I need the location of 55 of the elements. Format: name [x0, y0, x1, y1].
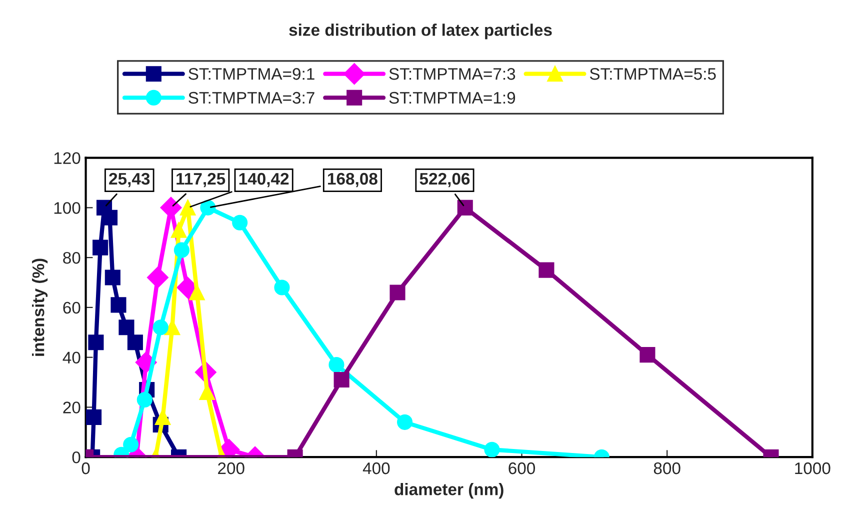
- point: [155, 409, 171, 425]
- point: [164, 320, 180, 336]
- legend-label: ST:TMPTMA=7:3: [389, 68, 516, 80]
- chart-title: size distribution of latex particles: [289, 24, 552, 40]
- y-tick-label: 80: [63, 252, 80, 264]
- y-axis-title: intensity (%): [32, 258, 48, 356]
- point: [118, 320, 134, 336]
- legend-label: ST:TMPTMA=5:5: [590, 68, 716, 80]
- x-axis-title: diameter (nm): [394, 483, 504, 499]
- x-tick-label: 0: [82, 462, 90, 474]
- point: [457, 200, 473, 216]
- point: [136, 392, 152, 408]
- point: [152, 320, 168, 336]
- annotation: 140,42: [239, 172, 289, 188]
- y-tick-label: 20: [63, 402, 80, 414]
- legend-label: ST:TMPTMA=9:1: [188, 68, 314, 80]
- legend-label: ST:TMPTMA=3:7: [188, 92, 314, 104]
- annotation: 522,06: [420, 172, 470, 188]
- point: [396, 414, 413, 430]
- point: [640, 347, 656, 363]
- point: [200, 200, 216, 216]
- point: [174, 242, 190, 258]
- point: [199, 384, 215, 400]
- y-tick-label: 100: [54, 202, 80, 214]
- point: [484, 442, 500, 458]
- y-tick-label: 0: [72, 451, 80, 464]
- point: [232, 214, 248, 230]
- point: [274, 280, 290, 296]
- point: [171, 222, 187, 238]
- point: [328, 357, 344, 373]
- point: [127, 334, 143, 350]
- x-tick-label: 600: [508, 462, 536, 474]
- legend-label: ST:TMPTMA=1:9: [389, 92, 516, 104]
- y-tick-label: 60: [63, 302, 80, 314]
- point: [86, 409, 102, 425]
- point: [88, 334, 104, 350]
- x-tick-label: 400: [362, 462, 390, 474]
- x-tick-label: 1000: [795, 462, 830, 474]
- point: [538, 262, 554, 278]
- x-tick-label: 800: [654, 462, 680, 474]
- point: [147, 266, 168, 288]
- annotation: 168,08: [328, 172, 378, 188]
- y-tick-label: 120: [54, 152, 80, 164]
- x-tick-label: 200: [218, 462, 244, 474]
- point: [189, 284, 205, 300]
- point: [180, 200, 196, 216]
- annotation: 25,43: [109, 172, 150, 188]
- annotation: 117,25: [176, 172, 226, 188]
- point: [390, 284, 406, 300]
- point: [110, 297, 126, 313]
- y-tick-label: 40: [62, 352, 80, 364]
- point: [92, 240, 108, 256]
- point: [123, 436, 139, 452]
- point: [334, 372, 350, 388]
- point: [104, 270, 120, 286]
